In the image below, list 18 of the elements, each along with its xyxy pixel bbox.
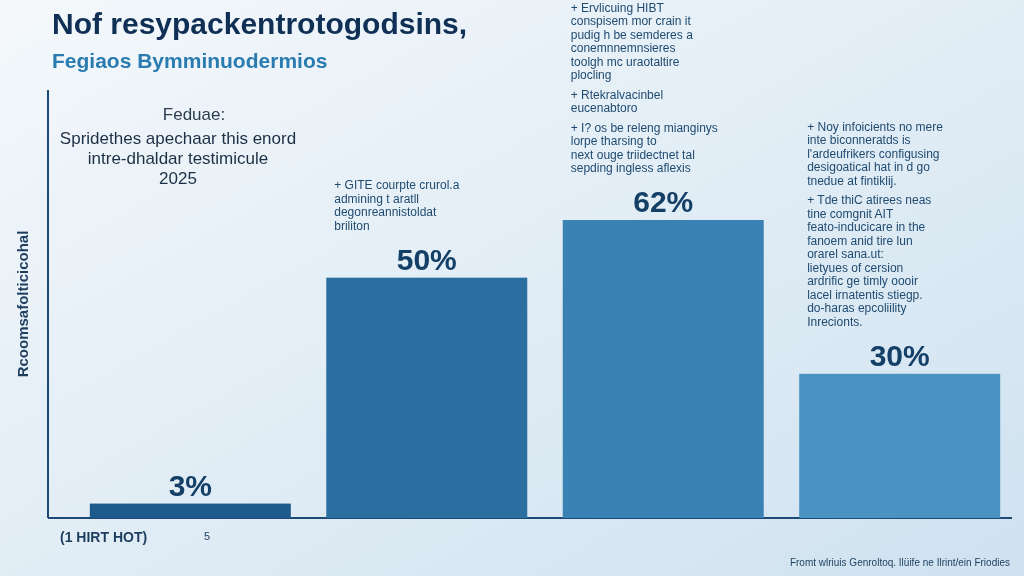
text: Spridethes apechaar this enord intre-dhaldar testimicule 2025	[59, 129, 297, 188]
text: 5	[204, 530, 211, 542]
data-label: 62%	[633, 185, 694, 218]
data-label: 50%	[396, 242, 457, 276]
data-label: 30%	[869, 338, 930, 372]
chart-subtitle: Fegiaos Bymminuodermios	[52, 49, 328, 72]
text: + Noy infoicients no mere inte biconneratds is l'ardeufrikers configusing desigoatical hat in d go tnedue at fintiklij.	[807, 119, 944, 188]
text: + Tde thiC atirees neas tine comgnit AIT feato-inducicare in the fanoem anid tire lun orarel sana.ut: lietyues of cersion ardrific ge timly oooir lacel irnatentis stiegp. do-haras epcoliility Inrecionts.	[807, 193, 932, 329]
chart-title: Nof resypackentrotogodsins,	[52, 7, 468, 40]
text: + Rtekralvacinbel eucenabtoro	[570, 87, 664, 115]
text: + Ervlicuing HIBT conspisem mor crain it pudig h be semderes a conemnnemnsieres toolgh mc uraotaltire plocling	[570, 0, 694, 82]
annotation: + GITE courpte crurol.a admining t aratll degonreannistoldat briliton	[334, 178, 460, 233]
data-label: 3%	[168, 468, 212, 502]
text: + I? os be releng mianginys lorpe tharsing to next ouge triidectnet tal sepding ingless aflexis	[570, 120, 718, 175]
text: Fromt wlriuis Genroltoq. Ilüife ne Ilrint/ein Friodies	[789, 557, 1010, 568]
x-axis-title: (1 HIRT HOT)	[60, 529, 148, 545]
text: Feduae:	[162, 105, 226, 124]
y-axis-title: Rcoomsafolticicohal	[14, 230, 31, 378]
